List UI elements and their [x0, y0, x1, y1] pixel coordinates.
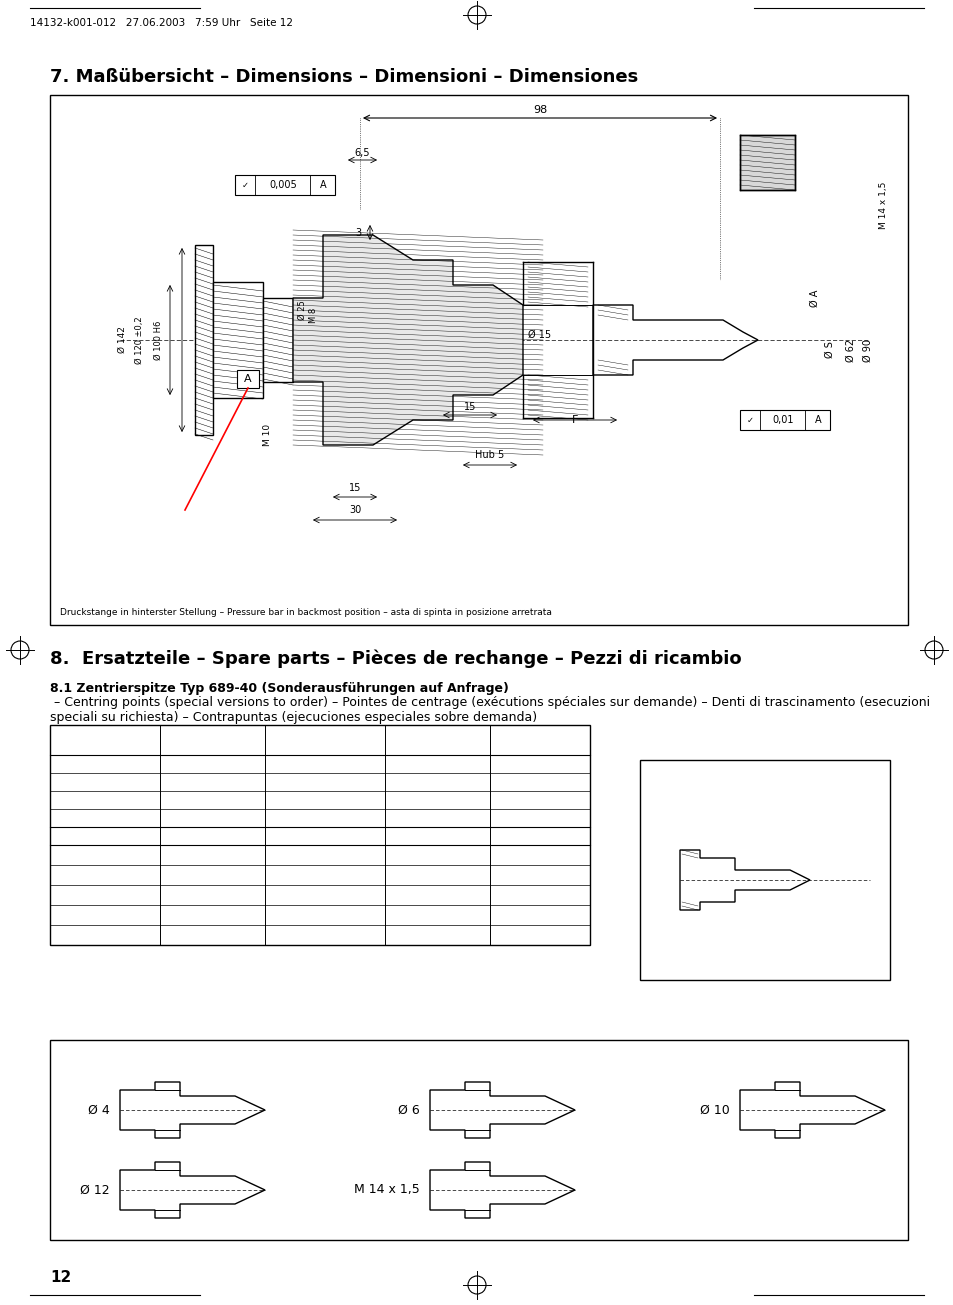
Text: 7. Maßübersicht – Dimensions – Dimensioni – Dimensiones: 7. Maßübersicht – Dimensions – Dimension…: [50, 68, 638, 86]
Text: Ø 15: Ø 15: [696, 833, 719, 842]
Text: Ø 15: Ø 15: [528, 330, 551, 341]
Text: Ø A: Ø A: [809, 290, 820, 307]
Bar: [236, 371, 258, 388]
Bar: [50, 95, 907, 625]
Text: 12: 12: [431, 870, 444, 880]
Bar: [740, 410, 829, 431]
Text: 088122: 088122: [193, 870, 233, 880]
Text: A: A: [814, 415, 821, 425]
Text: M14x1,5: M14x1,5: [83, 930, 128, 940]
Text: M 8: M 8: [309, 308, 318, 322]
Text: 085002: 085002: [193, 930, 232, 940]
Text: 98: 98: [533, 104, 547, 115]
Text: Ø 4: Ø 4: [89, 1104, 110, 1117]
Polygon shape: [293, 235, 522, 445]
Text: 30: 30: [349, 505, 361, 515]
Text: Sporgere F: Sporgere F: [300, 796, 349, 804]
Text: ✓: ✓: [745, 415, 753, 424]
Text: 6: 6: [102, 870, 109, 880]
Text: 6,5: 6,5: [354, 147, 370, 158]
Text: Punta di
centramento: Punta di centramento: [75, 791, 134, 809]
Text: Adapté au Ø
cercle serrage: Adapté au Ø cercle serrage: [405, 773, 470, 792]
Bar: [50, 1040, 907, 1240]
Text: Ø 62: Ø 62: [845, 338, 855, 361]
Text: Zentrier-
spitzen-Ø A: Zentrier- spitzen-Ø A: [73, 729, 136, 750]
Text: Suitable for
clamp. dia.: Suitable for clamp. dia.: [411, 754, 463, 774]
Text: 14132-k001-012   27.06.2003   7:59 Uhr   Seite 12: 14132-k001-012 27.06.2003 7:59 Uhr Seite…: [30, 18, 293, 27]
Text: Überstand F: Überstand F: [291, 729, 358, 739]
Text: 16: 16: [431, 890, 444, 900]
Text: 28: 28: [318, 890, 332, 900]
Text: Ø 100 H6: Ø 100 H6: [153, 320, 162, 360]
Text: 088121: 088121: [193, 850, 233, 860]
Text: Ø A: Ø A: [676, 833, 693, 842]
Bar: [234, 175, 335, 194]
Text: F: F: [571, 415, 578, 425]
Text: Projection F: Projection F: [298, 778, 351, 787]
Text: 28: 28: [318, 850, 332, 860]
Text: Ø pointe de
centrage: Ø pointe de centrage: [78, 773, 132, 792]
Text: M 14 x 1,5: M 14 x 1,5: [879, 181, 887, 228]
Text: M 14 x 1,5: M 14 x 1,5: [354, 1184, 419, 1197]
Text: 4: 4: [102, 850, 109, 860]
Text: Hub 5: Hub 5: [475, 450, 504, 459]
Bar: [213, 282, 263, 398]
Bar: [50, 726, 589, 945]
Text: A: A: [319, 180, 326, 191]
Text: 21: 21: [318, 930, 332, 940]
Text: 0,005: 0,005: [269, 180, 296, 191]
Text: 15: 15: [463, 402, 476, 412]
Text: 10: 10: [98, 890, 112, 900]
Text: 0,01: 0,01: [771, 415, 793, 425]
Text: 28: 28: [318, 870, 332, 880]
Bar: [639, 760, 889, 980]
Text: Ø 142: Ø 142: [117, 326, 127, 354]
Text: Ø 12: Ø 12: [80, 1184, 110, 1197]
Text: 12: 12: [98, 910, 112, 920]
Text: M14x1,5: M14x1,5: [820, 806, 828, 842]
Text: – Centring points (special versions to order) – Pointes de centrage (exécutions : – Centring points (special versions to o…: [50, 696, 929, 724]
Text: adatto dia.
da tornire: adatto dia. da tornire: [413, 791, 461, 809]
Bar: [194, 245, 213, 435]
Text: Ø 90: Ø 90: [862, 338, 872, 361]
Text: 20-32: 20-32: [422, 910, 452, 920]
Text: 12: 12: [50, 1270, 71, 1285]
Text: ✓: ✓: [241, 180, 248, 189]
Bar: [263, 298, 293, 382]
Text: Id.-Nr.: Id.-Nr.: [195, 831, 229, 840]
Text: diám. contrapunta: diám. contrapunta: [63, 813, 147, 822]
Text: 8-10: 8-10: [425, 850, 449, 860]
Text: A: A: [244, 375, 252, 384]
Text: Ø 10: Ø 10: [700, 1104, 729, 1117]
Text: M 10: M 10: [263, 424, 273, 446]
Text: Projection F: Projection F: [298, 760, 351, 769]
Text: Ø 120 ±0,2: Ø 120 ±0,2: [135, 316, 144, 364]
Text: 3: 3: [355, 228, 360, 238]
Text: 088124: 088124: [193, 910, 233, 920]
Text: F: F: [766, 833, 772, 842]
Text: 8.1 Zentrierspitze Typ 689-40 (Sonderausführungen auf Anfrage): 8.1 Zentrierspitze Typ 689-40 (Sonderaus…: [50, 683, 508, 696]
Text: apropiado para
diám. circ. sujec.: apropiado para diám. circ. sujec.: [398, 808, 476, 827]
Text: 088123: 088123: [193, 890, 233, 900]
Text: passend für
Spannkreis-Ø: passend für Spannkreis-Ø: [400, 729, 475, 750]
Text: centering point
diameter: centering point diameter: [71, 754, 140, 774]
Text: Druckstange in hinterster Stellung – Pressure bar in backmost position – asta di: Druckstange in hinterster Stellung – Pre…: [60, 608, 551, 617]
Text: 8.  Ersatzteile – Spare parts – Pièces de rechange – Pezzi di ricambio: 8. Ersatzteile – Spare parts – Pièces de…: [50, 650, 740, 668]
Text: 40-80: 40-80: [422, 930, 452, 940]
Text: Ø 6: Ø 6: [397, 1104, 419, 1117]
Text: 25: 25: [318, 910, 332, 920]
Text: Ø 25: Ø 25: [297, 300, 306, 320]
Text: Ø S: Ø S: [824, 342, 834, 359]
Text: Saliente F: Saliente F: [302, 813, 347, 822]
Text: 15: 15: [349, 483, 361, 493]
Bar: [740, 134, 794, 191]
